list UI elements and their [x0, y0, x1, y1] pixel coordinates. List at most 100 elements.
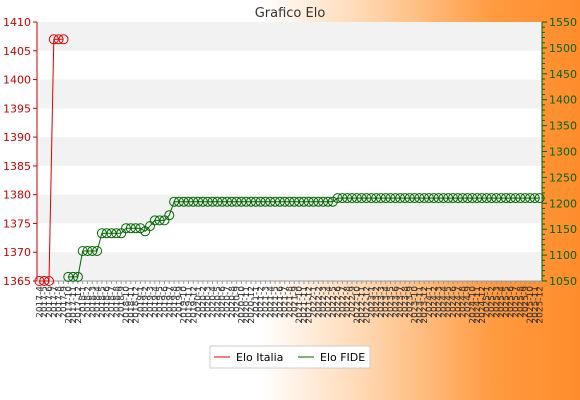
data-point-elo-fide[interactable]	[395, 193, 406, 204]
data-point-elo-italia[interactable]	[34, 276, 45, 286]
data-point-elo-fide[interactable]	[424, 193, 434, 204]
data-point-elo-fide[interactable]	[231, 196, 242, 207]
legend-item-elo-italia[interactable]: Elo Italia	[214, 351, 283, 364]
data-point-elo-fide[interactable]	[222, 196, 232, 207]
data-point-elo-fide[interactable]	[154, 215, 165, 226]
data-point-elo-fide[interactable]	[371, 193, 382, 204]
data-point-elo-fide[interactable]	[385, 193, 396, 204]
data-point-elo-fide[interactable]	[207, 196, 218, 207]
data-point-elo-fide[interactable]	[337, 193, 348, 204]
data-point-elo-fide[interactable]	[419, 193, 430, 204]
data-point-elo-fide[interactable]	[366, 193, 377, 204]
data-point-elo-fide[interactable]	[125, 223, 136, 234]
data-point-elo-fide[interactable]	[212, 196, 223, 207]
data-point-elo-fide[interactable]	[318, 196, 329, 207]
data-point-elo-fide[interactable]	[226, 196, 237, 207]
data-point-elo-fide[interactable]	[510, 193, 521, 204]
data-point-elo-fide[interactable]	[188, 196, 199, 207]
data-point-elo-fide[interactable]	[414, 193, 425, 204]
data-point-elo-fide[interactable]	[77, 246, 88, 256]
data-point-elo-fide[interactable]	[452, 193, 463, 204]
data-point-elo-fide[interactable]	[289, 196, 300, 207]
data-point-elo-fide[interactable]	[303, 196, 314, 207]
data-point-elo-fide[interactable]	[173, 196, 184, 207]
data-point-elo-fide[interactable]	[438, 193, 449, 204]
legend-item-elo-fide[interactable]: Elo FIDE	[298, 351, 365, 364]
data-point-elo-fide[interactable]	[515, 193, 526, 204]
data-point-elo-fide[interactable]	[481, 193, 492, 204]
data-point-elo-fide[interactable]	[404, 193, 415, 204]
data-point-elo-fide[interactable]	[241, 196, 252, 207]
data-point-elo-fide[interactable]	[236, 196, 247, 207]
data-point-elo-fide[interactable]	[433, 193, 444, 204]
data-point-elo-fide[interactable]	[130, 223, 141, 234]
data-point-elo-fide[interactable]	[332, 193, 343, 204]
data-point-elo-fide[interactable]	[169, 196, 180, 207]
data-point-elo-fide[interactable]	[265, 196, 276, 207]
data-point-elo-italia[interactable]	[58, 34, 69, 45]
data-point-elo-fide[interactable]	[448, 193, 458, 204]
data-point-elo-italia[interactable]	[53, 34, 64, 45]
data-point-elo-fide[interactable]	[308, 196, 319, 207]
data-point-elo-fide[interactable]	[121, 223, 131, 234]
data-point-elo-fide[interactable]	[472, 193, 483, 204]
data-point-elo-fide[interactable]	[505, 193, 516, 204]
data-point-elo-fide[interactable]	[443, 193, 454, 204]
data-point-elo-fide[interactable]	[135, 223, 146, 234]
data-point-elo-fide[interactable]	[72, 271, 83, 282]
data-point-elo-fide[interactable]	[68, 271, 79, 282]
data-point-elo-fide[interactable]	[101, 228, 112, 239]
data-point-elo-fide[interactable]	[361, 193, 372, 204]
data-point-elo-fide[interactable]	[356, 193, 367, 204]
data-point-elo-fide[interactable]	[529, 193, 540, 204]
data-point-elo-fide[interactable]	[197, 196, 208, 207]
data-point-elo-fide[interactable]	[428, 193, 439, 204]
data-point-elo-fide[interactable]	[96, 228, 107, 239]
data-point-elo-fide[interactable]	[323, 196, 333, 207]
data-point-elo-fide[interactable]	[534, 193, 545, 204]
data-point-elo-fide[interactable]	[491, 193, 502, 204]
data-point-elo-fide[interactable]	[298, 196, 309, 207]
data-point-elo-fide[interactable]	[520, 193, 531, 204]
data-point-elo-fide[interactable]	[409, 193, 420, 204]
data-point-elo-fide[interactable]	[284, 196, 295, 207]
data-point-elo-italia[interactable]	[48, 34, 59, 45]
data-point-elo-fide[interactable]	[390, 193, 401, 204]
data-point-elo-fide[interactable]	[183, 196, 194, 207]
data-point-elo-fide[interactable]	[313, 196, 324, 207]
data-point-elo-fide[interactable]	[347, 193, 357, 204]
data-point-elo-fide[interactable]	[246, 196, 256, 207]
data-point-elo-fide[interactable]	[462, 193, 473, 204]
data-point-elo-fide[interactable]	[457, 193, 468, 204]
data-point-elo-fide[interactable]	[255, 196, 266, 207]
data-point-elo-fide[interactable]	[351, 193, 362, 204]
data-point-elo-fide[interactable]	[399, 193, 410, 204]
data-point-elo-fide[interactable]	[92, 246, 103, 256]
data-point-elo-fide[interactable]	[467, 193, 478, 204]
data-point-elo-fide[interactable]	[193, 196, 204, 207]
data-point-elo-fide[interactable]	[375, 193, 386, 204]
data-point-elo-fide[interactable]	[486, 193, 497, 204]
data-point-elo-fide[interactable]	[217, 196, 228, 207]
data-point-elo-fide[interactable]	[380, 193, 391, 204]
data-point-elo-fide[interactable]	[496, 193, 507, 204]
data-point-elo-fide[interactable]	[294, 196, 305, 207]
data-point-elo-fide[interactable]	[260, 196, 271, 207]
data-point-elo-fide[interactable]	[342, 193, 353, 204]
data-point-elo-fide[interactable]	[202, 196, 213, 207]
data-point-elo-italia[interactable]	[44, 276, 54, 286]
data-point-elo-fide[interactable]	[270, 196, 281, 207]
data-point-elo-fide[interactable]	[178, 196, 189, 207]
data-point-elo-fide[interactable]	[500, 193, 511, 204]
data-point-elo-fide[interactable]	[250, 196, 261, 207]
data-point-elo-fide[interactable]	[111, 228, 122, 239]
data-point-elo-fide[interactable]	[279, 196, 290, 207]
data-point-elo-fide[interactable]	[106, 228, 117, 239]
data-point-elo-fide[interactable]	[164, 210, 175, 221]
data-point-elo-fide[interactable]	[476, 193, 487, 204]
data-point-elo-italia[interactable]	[39, 276, 50, 286]
data-point-elo-fide[interactable]	[87, 246, 98, 256]
data-point-elo-fide[interactable]	[274, 196, 285, 207]
data-point-elo-fide[interactable]	[63, 271, 74, 282]
data-point-elo-fide[interactable]	[82, 246, 93, 256]
